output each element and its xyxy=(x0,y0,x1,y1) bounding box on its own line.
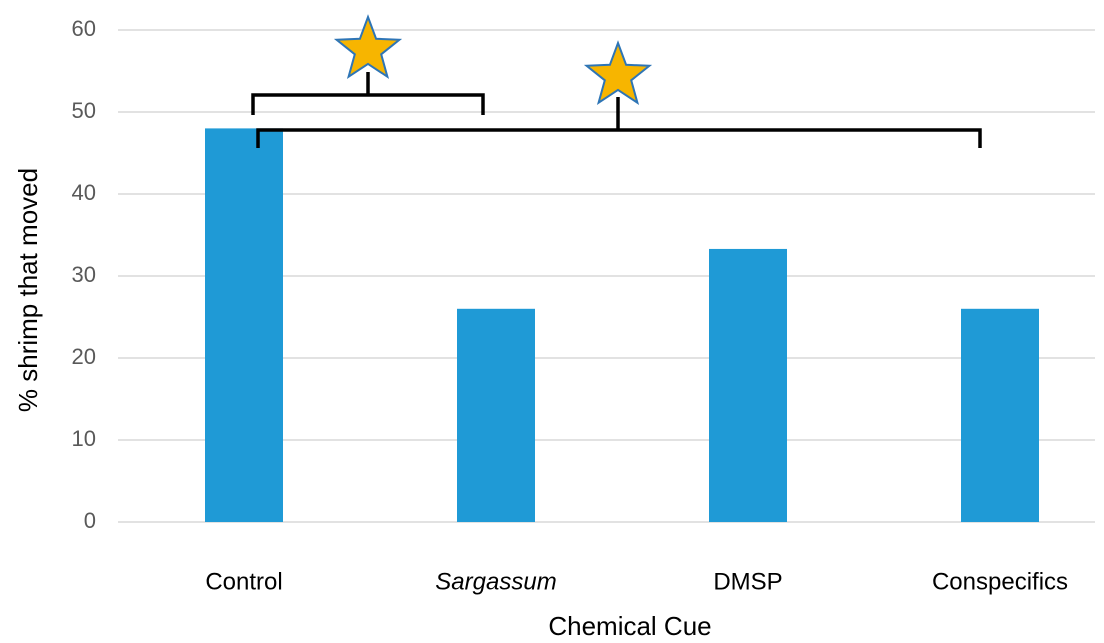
x-tick-label: Conspecifics xyxy=(932,568,1068,595)
bar xyxy=(709,248,787,522)
bar xyxy=(961,308,1039,522)
bar xyxy=(205,128,283,522)
y-tick-label: 20 xyxy=(72,344,96,369)
y-tick-label: 40 xyxy=(72,180,96,205)
x-tick-label: DMSP xyxy=(713,568,782,595)
significance-star xyxy=(333,14,403,80)
y-tick-label: 50 xyxy=(72,98,96,123)
bar xyxy=(457,308,535,522)
x-tick-label: Control xyxy=(205,568,282,595)
y-tick-label: 60 xyxy=(72,16,96,41)
significance-star xyxy=(583,40,653,106)
x-axis-label: Chemical Cue xyxy=(548,611,711,641)
x-tick-label: Sargassum xyxy=(435,568,556,595)
significance-bracket xyxy=(251,72,485,115)
y-axis-label: % shrimp that moved xyxy=(13,168,43,412)
y-tick-label: 0 xyxy=(84,508,96,533)
y-tick-label: 10 xyxy=(72,426,96,451)
y-tick-label: 30 xyxy=(72,262,96,287)
significance-bracket xyxy=(256,97,982,148)
